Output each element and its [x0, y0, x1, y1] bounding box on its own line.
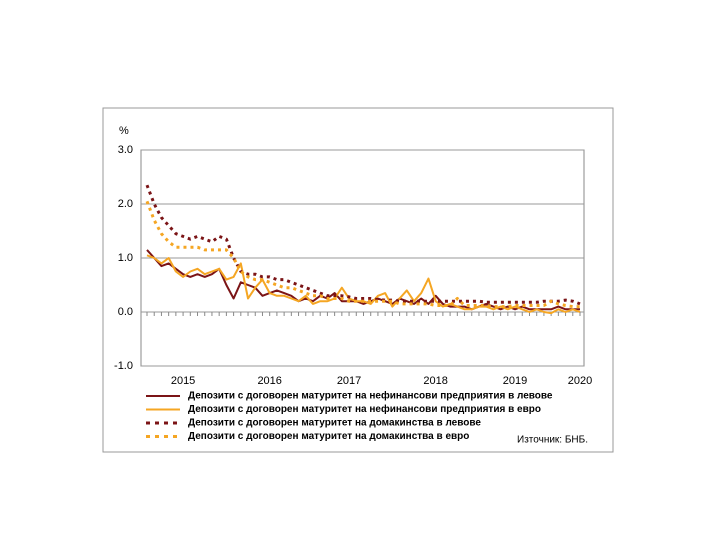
legend-label: Депозити с договорен матуритет на нефина…	[188, 390, 553, 402]
source: Източник: БНБ.	[517, 435, 588, 446]
series-line	[145, 184, 581, 306]
legend-label: Депозити с договорен матуритет на домаки…	[188, 418, 481, 429]
x-tick-label: 2020	[568, 375, 592, 387]
legend-label: Депозити с договорен матуритет на домаки…	[188, 431, 469, 442]
x-tick-label: 2016	[257, 375, 281, 387]
x-tick-label: 2017	[337, 375, 361, 387]
y-unit: %	[119, 125, 129, 137]
y-tick-label: 1.0	[118, 252, 133, 264]
y-tick-label: 0.0	[118, 306, 133, 318]
legend: Депозити с договорен матуритет на нефина…	[146, 390, 553, 442]
series-line	[145, 200, 580, 309]
y-tick-label: 3.0	[118, 144, 133, 156]
y-tick-label: 2.0	[118, 198, 133, 210]
y-tick-label: -1.0	[114, 360, 133, 372]
chart-frame	[102, 107, 614, 453]
x-tick-label: 2015	[171, 375, 195, 387]
x-tick-label: 2018	[423, 375, 447, 387]
x-tick-label: 2019	[503, 375, 527, 387]
legend-label: Депозити с договорен матуритет на нефина…	[188, 403, 541, 415]
